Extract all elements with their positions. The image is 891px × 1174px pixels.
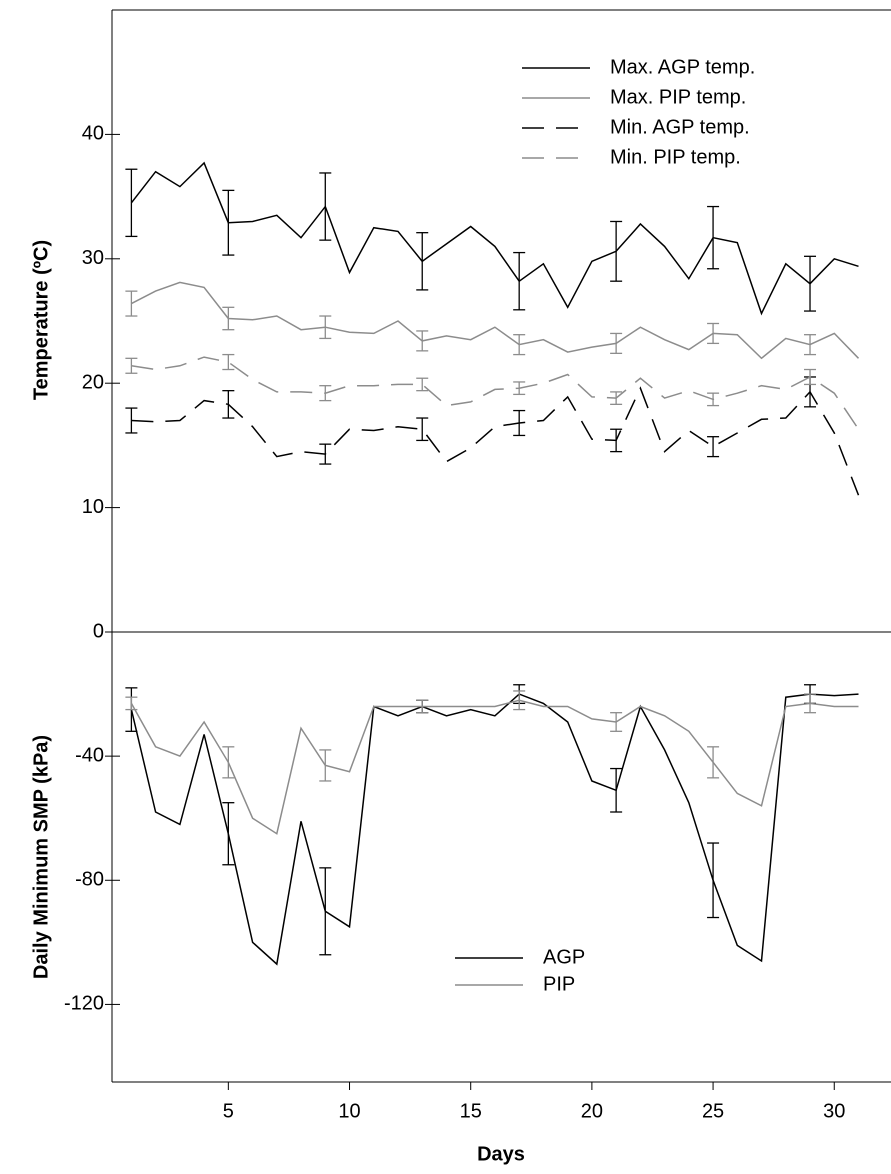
legend-label: Max. PIP temp. xyxy=(610,86,746,108)
error-bar xyxy=(416,377,429,392)
data-line xyxy=(131,356,860,430)
y-tick-label: -80 xyxy=(75,869,104,891)
x-tick-label: 25 xyxy=(702,1100,724,1122)
y-tick-label: 30 xyxy=(82,247,104,269)
x-axis-label: Days xyxy=(477,1143,525,1165)
error-bar xyxy=(222,390,235,419)
error-bar xyxy=(222,353,235,371)
y-axis-label: Daily Minimum SMP (kPa) xyxy=(30,735,52,979)
error-bar xyxy=(125,407,138,434)
y-tick-label: 20 xyxy=(82,371,104,393)
y-tick-label: 40 xyxy=(82,123,104,145)
error-bar xyxy=(610,332,623,354)
data-line xyxy=(131,386,860,496)
error-bar xyxy=(222,189,235,256)
error-bar xyxy=(513,381,526,396)
error-bar xyxy=(610,391,623,405)
error-bar xyxy=(707,322,720,345)
error-bar xyxy=(125,168,138,238)
error-bar xyxy=(319,385,332,402)
error-bar xyxy=(513,334,526,356)
error-bar xyxy=(610,220,623,282)
data-line xyxy=(130,161,859,316)
error-bar xyxy=(804,368,817,386)
error-bar xyxy=(804,693,817,714)
error-bar xyxy=(319,172,332,241)
x-tick-label: 15 xyxy=(460,1100,482,1122)
x-tick-label: 10 xyxy=(338,1100,360,1122)
error-bar xyxy=(416,417,429,442)
error-bar xyxy=(707,205,720,270)
y-tick-label: -40 xyxy=(75,744,104,766)
error-bar xyxy=(513,690,526,711)
error-bar xyxy=(416,699,429,714)
error-bar xyxy=(125,357,138,374)
error-bar xyxy=(707,392,720,407)
error-bar xyxy=(222,746,235,779)
error-bar xyxy=(319,867,332,956)
error-bar xyxy=(804,255,817,312)
y-axis-label: Temperature (ºC) xyxy=(30,240,52,400)
error-bar xyxy=(707,436,720,458)
legend-label: PIP xyxy=(543,973,575,995)
x-tick-label: 5 xyxy=(223,1100,234,1122)
error-bar xyxy=(125,290,138,317)
legend-label: AGP xyxy=(543,946,585,968)
y-tick-label: 10 xyxy=(82,496,104,518)
legend-label: Min. PIP temp. xyxy=(610,146,741,168)
legend-label: Min. AGP temp. xyxy=(610,116,750,138)
error-bar xyxy=(804,334,817,356)
data-line xyxy=(130,693,859,966)
error-bar xyxy=(416,232,429,291)
y-tick-label: 0 xyxy=(93,620,104,642)
error-bar xyxy=(610,712,623,732)
error-bar xyxy=(513,409,526,437)
error-bar xyxy=(707,842,720,919)
data-line xyxy=(131,281,860,360)
error-bar xyxy=(222,306,235,331)
error-bar xyxy=(319,315,332,340)
y-tick-label: -120 xyxy=(64,993,104,1015)
error-bar xyxy=(319,749,332,782)
legend-label: Max. AGP temp. xyxy=(610,56,755,78)
data-line xyxy=(130,699,859,835)
error-bar xyxy=(125,696,138,711)
x-tick-label: 30 xyxy=(823,1100,845,1122)
error-bar xyxy=(707,746,720,779)
error-bar xyxy=(222,802,235,866)
error-bar xyxy=(513,251,526,311)
x-tick-label: 20 xyxy=(581,1100,603,1122)
error-bar xyxy=(416,330,429,352)
error-bar xyxy=(610,428,623,453)
error-bar xyxy=(319,443,332,465)
error-bar xyxy=(610,767,623,813)
